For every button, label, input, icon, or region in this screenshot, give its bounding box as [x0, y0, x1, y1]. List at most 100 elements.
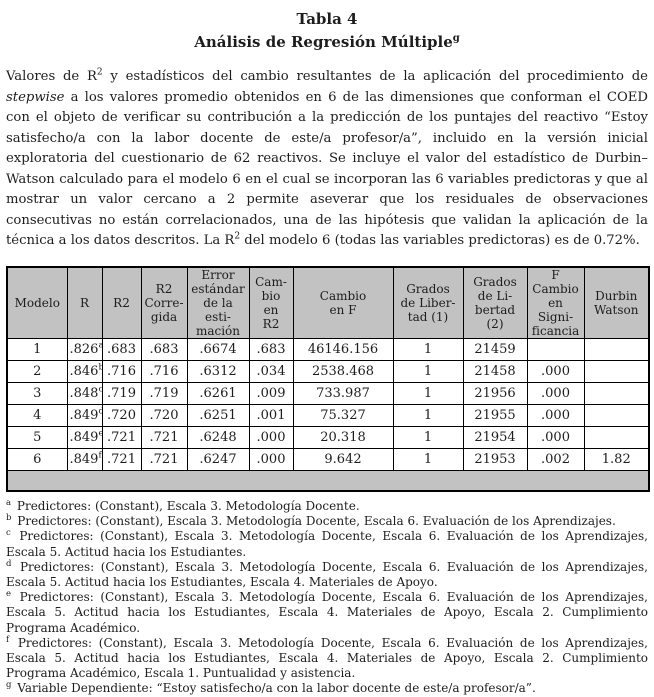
column-header-grados-libertad-1: Grados de Liber- tad (1) — [392, 266, 464, 339]
cell-error-estandar-row6: .6247 — [186, 447, 250, 471]
column-header-f-cambio-significancia: F Cambio en Signi- ficancia — [526, 266, 585, 339]
footnote-mark-b: b — [6, 513, 12, 524]
cell-r-row3: .848c — [66, 381, 103, 405]
footnote-mark-e: e — [6, 589, 12, 600]
column-header-modelo: Modelo — [6, 266, 68, 339]
cell-grados-libertad-1-row6: 1 — [392, 447, 464, 471]
cell-cambio-r2-row4: .001 — [248, 403, 294, 427]
cell-durbin-watson-row1 — [583, 337, 650, 361]
cell-r2-corregida-row6: .721 — [140, 447, 188, 471]
cell-r-row4: .849d — [66, 403, 103, 427]
footnotes-block: a Predictores: (Constant), Escala 3. Met… — [6, 499, 648, 697]
cell-cambio-f-row6: 9.642 — [292, 447, 394, 471]
table-footer-bar — [6, 469, 650, 492]
table-number: Tabla 4 — [296, 10, 358, 28]
cell-r-row2: .846b — [66, 359, 103, 383]
cell-cambio-f-row3: 733.987 — [292, 381, 394, 405]
table-title: Tabla 4 Análisis de Regresión Múltipleg — [6, 9, 648, 52]
cell-durbin-watson-row6: 1.82 — [583, 447, 650, 471]
cell-r2-row1: .683 — [101, 337, 142, 361]
cell-r2-corregida-row3: .719 — [140, 381, 188, 405]
cell-f-cambio-significancia-row1 — [526, 337, 585, 361]
footnote-b: b Predictores: (Constant), Escala 3. Met… — [6, 513, 616, 529]
column-header-r: R — [66, 266, 103, 339]
cell-r2-corregida-row2: .716 — [140, 359, 188, 383]
cell-f-cambio-significancia-row2: .000 — [526, 359, 585, 383]
cell-cambio-f-row1: 46146.156 — [292, 337, 394, 361]
table-row-model-2: 2.846b.716.716.6312.0342538.468121458.00… — [6, 359, 650, 383]
cell-modelo-row5: 5 — [6, 425, 68, 449]
footnote-e: e Predictores: (Constant), Escala 3. Met… — [6, 589, 648, 635]
cell-r2-row2: .716 — [101, 359, 142, 383]
regression-table: Modelo R R2 R2 Corre- gida Error estándar de… — [6, 265, 650, 492]
cell-r2-row5: .721 — [101, 425, 142, 449]
cell-grados-libertad-2-row3: 21956 — [462, 381, 528, 405]
cell-cambio-r2-row5: .000 — [248, 425, 294, 449]
cell-modelo-row4: 4 — [6, 403, 68, 427]
cell-grados-libertad-1-row4: 1 — [392, 403, 464, 427]
cell-grados-libertad-2-row4: 21955 — [462, 403, 528, 427]
cell-r-row5: .849e — [66, 425, 103, 449]
cell-r2-row4: .720 — [101, 403, 142, 427]
cell-cambio-f-row5: 20.318 — [292, 425, 394, 449]
footnote-a: a Predictores: (Constant), Escala 3. Met… — [6, 498, 360, 513]
footnote-mark-c: c — [6, 528, 11, 539]
table-caption: Análisis de Regresión Múltipleg — [194, 33, 460, 51]
column-header-error-estandar: Error estándar de la esti- mación — [186, 266, 250, 339]
cell-error-estandar-row1: .6674 — [186, 337, 250, 361]
cell-error-estandar-row5: .6248 — [186, 425, 250, 449]
cell-grados-libertad-2-row1: 21459 — [462, 337, 528, 361]
cell-cambio-f-row2: 2538.468 — [292, 359, 394, 383]
cell-f-cambio-significancia-row6: .002 — [526, 447, 585, 471]
footnote-c: c Predictores: (Constant), Escala 3. Met… — [6, 528, 648, 559]
column-header-grados-libertad-2: Grados de Li- bertad (2) — [462, 266, 528, 339]
footnote-g: g Variable Dependiente: “Estoy satisfech… — [6, 680, 536, 696]
cell-modelo-row3: 3 — [6, 381, 68, 405]
cell-durbin-watson-row3 — [583, 381, 650, 405]
cell-durbin-watson-row4 — [583, 403, 650, 427]
cell-grados-libertad-1-row2: 1 — [392, 359, 464, 383]
cell-cambio-r2-row3: .009 — [248, 381, 294, 405]
cell-f-cambio-significancia-row4: .000 — [526, 403, 585, 427]
cell-r2-corregida-row5: .721 — [140, 425, 188, 449]
column-header-r2-corregida: R2 Corre- gida — [140, 266, 188, 339]
cell-cambio-r2-row1: .683 — [248, 337, 294, 361]
cell-error-estandar-row2: .6312 — [186, 359, 250, 383]
cell-r2-row6: .721 — [101, 447, 142, 471]
footnote-d: d Predictores: (Constant), Escala 3. Met… — [6, 558, 648, 590]
cell-r2-corregida-row4: .720 — [140, 403, 188, 427]
footnote-f: f Predictores: (Constant), Escala 3. Met… — [6, 634, 648, 681]
table-row-model-6: 6.849f .721.721.6247.000 9.642 1 21953.002 1.… — [6, 447, 650, 471]
cell-r-row6: .849f — [66, 447, 103, 471]
column-header-cambio-f: Cambio en F — [292, 266, 394, 339]
footnote-mark-d: d — [6, 558, 12, 569]
cell-grados-libertad-2-row2: 21458 — [462, 359, 528, 383]
cell-modelo-row1: 1 — [6, 337, 68, 361]
cell-error-estandar-row4: .6251 — [186, 403, 250, 427]
cell-grados-libertad-1-row1: 1 — [392, 337, 464, 361]
cell-modelo-row2: 2 — [6, 359, 68, 383]
table-header-row: Modelo R R2 R2 Corre- gida Error estándar de… — [6, 266, 650, 339]
column-header-r2: R2 — [101, 266, 142, 339]
table-footer-row — [6, 469, 650, 492]
cell-cambio-f-row4: 75.327 — [292, 403, 394, 427]
cell-grados-libertad-2-row5: 21954 — [462, 425, 528, 449]
footnote-mark-f: f — [6, 634, 10, 645]
cell-r-row1: .826a — [66, 337, 103, 361]
column-header-durbin-watson: Durbin Watson — [583, 266, 650, 339]
cell-durbin-watson-row2 — [583, 359, 650, 383]
cell-cambio-r2-row2: .034 — [248, 359, 294, 383]
cell-r2-row3: .719 — [101, 381, 142, 405]
cell-cambio-r2-row6: .000 — [248, 447, 294, 471]
column-header-cambio-r2: Cam- bio en R2 — [248, 266, 294, 339]
cell-durbin-watson-row5 — [583, 425, 650, 449]
cell-grados-libertad-1-row5: 1 — [392, 425, 464, 449]
footnote-mark-a: a — [6, 498, 12, 508]
cell-error-estandar-row3: .6261 — [186, 381, 250, 405]
cell-f-cambio-significancia-row3: .000 — [526, 381, 585, 405]
